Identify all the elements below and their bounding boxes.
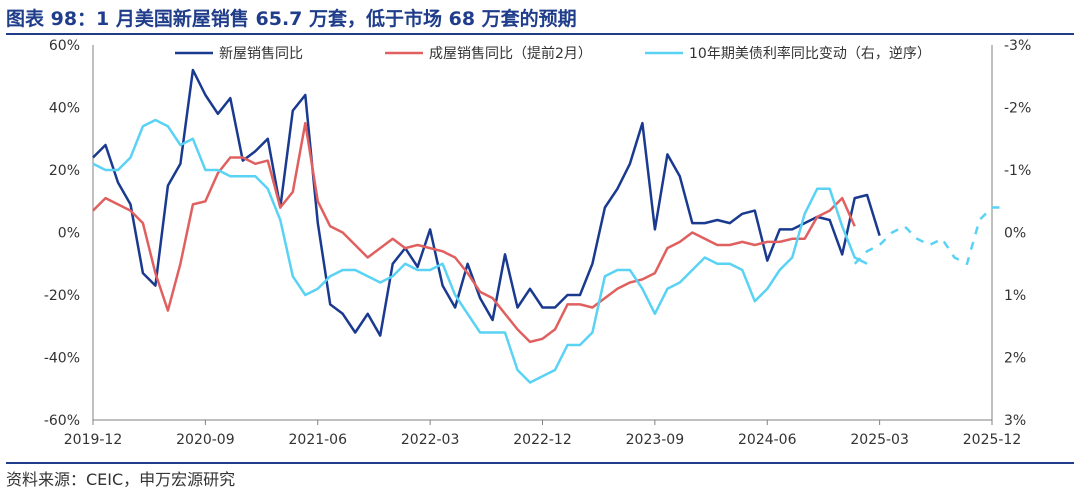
y-left-tick-label: -20% [44,288,80,304]
x-tick-label: 2025-03 [850,432,909,448]
y-right-tick-label: 2% [1004,351,1026,367]
y-left-tick-label: -60% [44,413,80,429]
x-tick-label: 2022-03 [401,432,460,448]
series-line-2 [92,118,868,384]
legend-label: 10年期美债利率同比变动（右，逆序） [689,45,931,62]
y-right-tick-label: 0% [1004,226,1026,242]
x-tick-label: 2022-12 [513,432,572,448]
x-tick-label: 2025-12 [963,432,1022,448]
series-line-1 [92,121,856,344]
x-tick-label: 2021-06 [289,432,348,448]
chart-title: 图表 98：1 月美国新屋销售 65.7 万套，低于市场 68 万套的预期 [6,8,577,30]
source-rule [6,462,1074,464]
y-left-tick-label: 20% [49,163,80,179]
x-tick-label: 2019-12 [64,432,123,448]
y-right-tick-label: -3% [1004,38,1031,54]
legend-label: 成屋销售同比（提前2月） [429,45,592,62]
y-right-tick-label: -1% [1004,163,1031,179]
series-line-0 [92,68,881,337]
title-rule [6,33,1074,35]
y-left-tick-label: 40% [49,101,80,117]
y-left-tick-label: -40% [44,351,80,367]
y-right-tick-label: -2% [1004,101,1031,117]
x-tick-label: 2024-06 [738,432,797,448]
x-tick-label: 2020-09 [176,432,235,448]
series-line-3 [853,206,1005,266]
y-right-tick-label: 1% [1004,288,1026,304]
y-left-tick-label: 60% [49,38,80,54]
legend-label: 新屋销售同比 [219,46,303,62]
source-note: 资料来源：CEIC，申万宏源研究 [6,470,236,489]
x-tick-label: 2023-09 [626,432,685,448]
y-left-tick-label: 0% [58,226,80,242]
y-right-tick-label: 3% [1004,413,1026,429]
